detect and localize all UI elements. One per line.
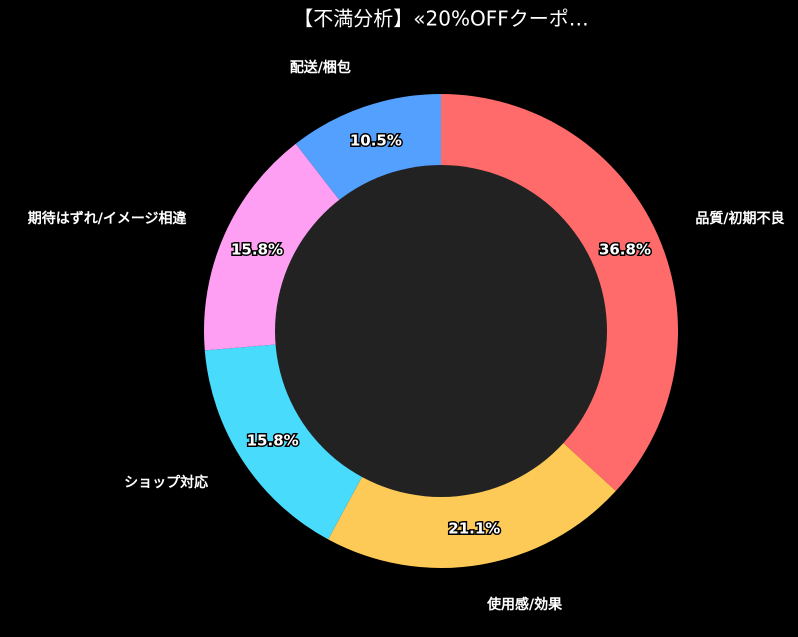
donut-hole	[275, 165, 607, 497]
category-label: 配送/梱包	[290, 59, 351, 76]
value-label: 15.8%	[231, 241, 283, 259]
value-label: 10.5%	[350, 131, 402, 149]
category-label: ショップ対応	[124, 474, 208, 491]
value-label: 36.8%	[599, 241, 651, 259]
category-label: 使用感/効果	[486, 596, 563, 613]
value-label: 21.1%	[448, 520, 500, 538]
category-label: 期待はずれ/イメージ相違	[28, 210, 187, 227]
chart-title: 【不満分析】«20%OFFクーポ…	[293, 7, 588, 31]
category-label: 品質/初期不良	[695, 210, 784, 227]
value-label: 15.8%	[247, 431, 299, 449]
